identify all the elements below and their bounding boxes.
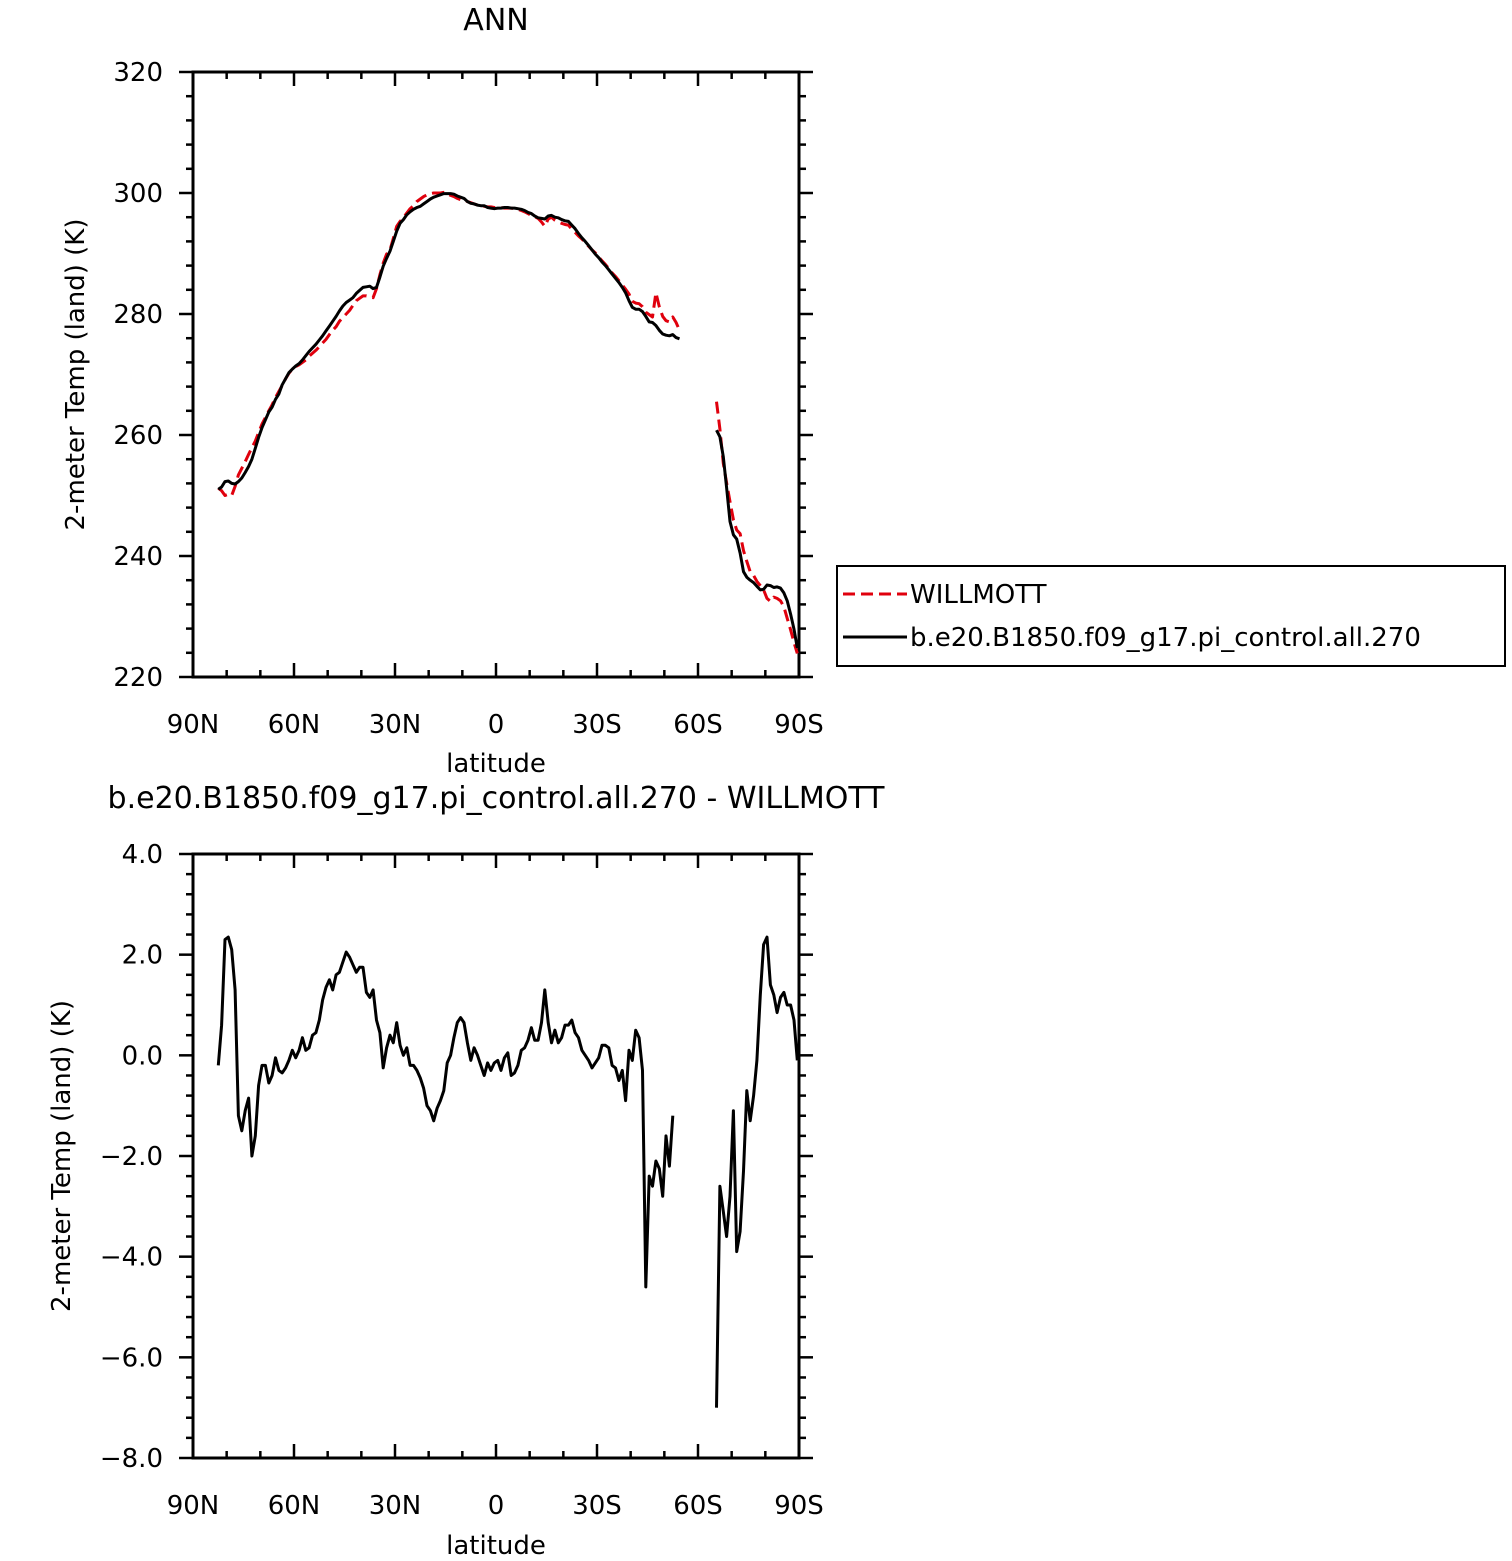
x-tick-label: 30N bbox=[369, 1491, 422, 1521]
y-tick-label: 260 bbox=[113, 421, 163, 451]
y-tick-label: 220 bbox=[113, 663, 163, 693]
x-tick-label: 30S bbox=[572, 1491, 622, 1521]
x-tick-label: 90N bbox=[167, 710, 220, 740]
x-tick-label: 60N bbox=[268, 710, 321, 740]
y-tick-label: 280 bbox=[113, 300, 163, 330]
series-line-0 bbox=[715, 935, 799, 1408]
x-tick-label: 0 bbox=[488, 1491, 505, 1521]
series-line-1 bbox=[715, 429, 799, 649]
plot-frame bbox=[191, 70, 801, 679]
x-tick-label: 60N bbox=[268, 1491, 321, 1521]
plot-frame bbox=[191, 852, 801, 1460]
bottom-panel: 90N 60N 30N 0 30S 60S 90S −8.0 −6.0 −4.0 −2.0 0.0 2.… bbox=[47, 781, 885, 1561]
y-axis-label: 2-meter Temp (land) (K) bbox=[61, 219, 91, 531]
y-tick-label: 240 bbox=[113, 542, 163, 572]
y-tick-label: 0.0 bbox=[122, 1041, 163, 1071]
x-tick-label: 90S bbox=[774, 710, 824, 740]
y-tick-label: −8.0 bbox=[100, 1444, 163, 1474]
x-tick-label: 30S bbox=[572, 710, 622, 740]
x-tick-label: 90N bbox=[167, 1491, 220, 1521]
chart-title: ANN bbox=[463, 3, 528, 38]
y-tick-label: 320 bbox=[113, 58, 163, 88]
series-line-0 bbox=[217, 190, 681, 497]
x-tick-label: 60S bbox=[673, 710, 723, 740]
legend-box bbox=[836, 565, 1506, 667]
legend: WILLMOTT b.e20.B1850.f09_g17.pi_control.a… bbox=[836, 565, 1506, 667]
legend-label-1: b.e20.B1850.f09_g17.pi_control.all.270 bbox=[910, 623, 1421, 653]
y-tick-label: 2.0 bbox=[122, 941, 163, 971]
x-tick-label: 90S bbox=[774, 1491, 824, 1521]
x-tick-label: 30N bbox=[369, 710, 422, 740]
x-tick-label: 60S bbox=[673, 1491, 723, 1521]
y-tick-label: −6.0 bbox=[100, 1343, 163, 1373]
series-line-0 bbox=[715, 401, 799, 654]
series-line-0 bbox=[216, 935, 675, 1289]
y-tick-label: 300 bbox=[113, 179, 163, 209]
top-panel: 90N 60N 30N 0 30S 60S 90S 220 240 260 280 300 320 ANN… bbox=[61, 3, 824, 779]
y-axis-label: 2-meter Temp (land) (K) bbox=[47, 1000, 77, 1312]
x-axis-label: latitude bbox=[446, 749, 546, 779]
x-tick-label: 0 bbox=[488, 710, 505, 740]
legend-label-0: WILLMOTT bbox=[910, 580, 1047, 610]
series-line-1 bbox=[217, 192, 680, 491]
x-axis-label: latitude bbox=[446, 1531, 546, 1561]
y-tick-label: 4.0 bbox=[122, 840, 163, 870]
chart-title: b.e20.B1850.f09_g17.pi_control.all.270 -… bbox=[108, 781, 886, 816]
y-tick-label: −4.0 bbox=[100, 1243, 163, 1273]
y-tick-label: −2.0 bbox=[100, 1142, 163, 1172]
